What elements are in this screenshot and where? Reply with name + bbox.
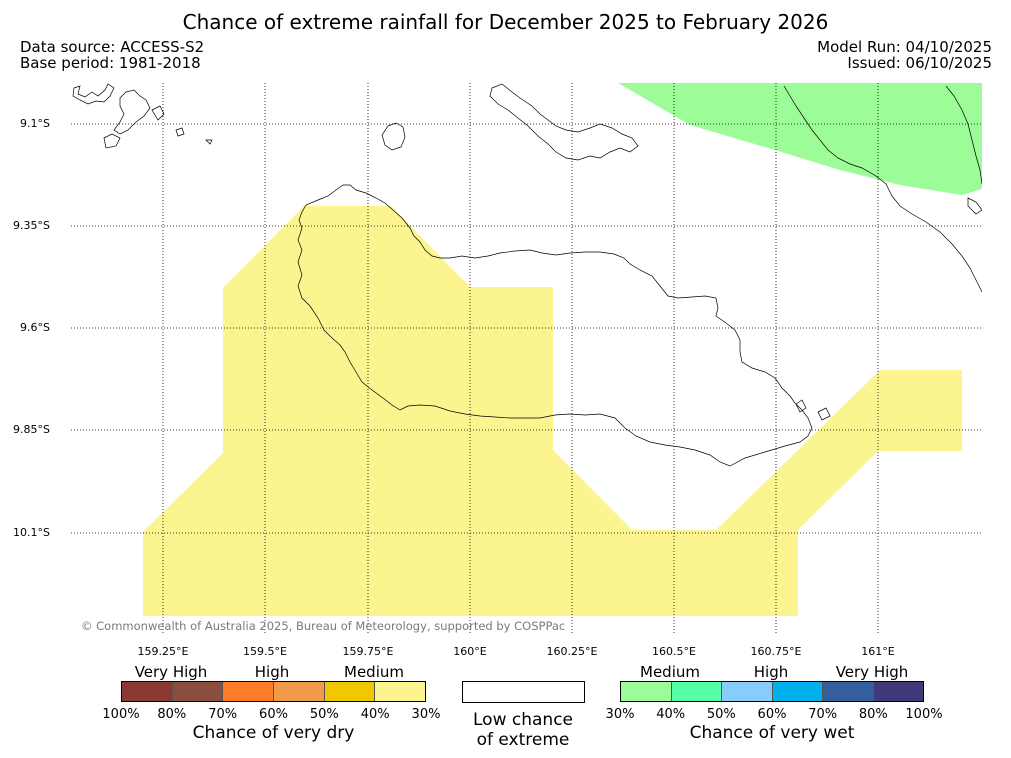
dry-tick-label: 60%: [259, 707, 288, 722]
meta-right: Model Run: 04/10/2025 Issued: 06/10/2025: [817, 39, 992, 71]
malaita-south-islet: [967, 197, 982, 215]
nw-islet-3: [175, 127, 185, 137]
nggela-islands-coastline: [489, 83, 639, 161]
wet-tick-label: 100%: [905, 707, 943, 722]
low-chance-line1: Low chance: [473, 710, 573, 730]
dry-tick-label: 70%: [208, 707, 238, 722]
wet-tick-label: 60%: [757, 707, 787, 722]
low-chance-caption: Low chance of extreme: [443, 710, 603, 750]
data-source: Data source: ACCESS-S2: [20, 38, 205, 56]
nw-island-coastline: [113, 89, 151, 135]
wet-colorbar: [620, 681, 924, 702]
lat-label: 9.1°S: [20, 117, 50, 130]
dry-tick-label: 50%: [309, 707, 339, 722]
wet-category-very-high: Very High: [835, 663, 909, 681]
lon-label: 159.5°E: [243, 645, 287, 658]
issued-date: Issued: 06/10/2025: [847, 54, 992, 72]
nw-islet-2: [151, 105, 165, 121]
lat-label: 10.1°S: [13, 526, 50, 539]
wet-swatch: [823, 682, 874, 701]
dry-swatch: [324, 682, 376, 701]
lat-label: 9.35°S: [13, 219, 50, 232]
wet-category-medium: Medium: [640, 663, 700, 681]
lat-label: 9.6°S: [20, 321, 50, 334]
wet-category-high: High: [753, 663, 789, 681]
lon-label: 160.75°E: [750, 645, 802, 658]
model-run: Model Run: 04/10/2025: [817, 38, 992, 56]
wet-swatch: [722, 682, 773, 701]
guadalcanal-coastline: [297, 184, 813, 467]
lon-label: 160.25°E: [546, 645, 598, 658]
dry-caption: Chance of very dry: [192, 723, 355, 743]
dry-category-very-high: Very High: [134, 663, 208, 681]
nw-islet-1: [103, 133, 121, 149]
malaita-east-coastline: [945, 85, 982, 185]
wet-swatch: [873, 682, 923, 701]
savo-island-coastline: [381, 122, 406, 151]
russell-islands-coastline: [72, 83, 115, 105]
dry-tick-label: 40%: [360, 707, 390, 722]
wet-swatch: [772, 682, 823, 701]
base-period: Base period: 1981-2018: [20, 54, 201, 72]
dry-tick-label: 30%: [411, 707, 441, 722]
wet-tick-label: 80%: [858, 707, 888, 722]
chart-title: Chance of extreme rainfall for December …: [182, 10, 829, 34]
wet-tick-label: 40%: [656, 707, 686, 722]
lat-label: 9.85°S: [13, 423, 50, 436]
low-chance-line2: of extreme: [476, 730, 570, 750]
dry-swatch: [274, 682, 325, 701]
dry-category-medium: Medium: [344, 663, 404, 681]
wet-caption: Chance of very wet: [689, 723, 855, 743]
dry-tick-label: 100%: [102, 707, 140, 722]
wet-tick-label: 70%: [808, 707, 838, 722]
dry-category-high: High: [254, 663, 290, 681]
lon-label: 159.25°E: [137, 645, 189, 658]
lon-label: 160°E: [453, 645, 487, 658]
lon-label: 159.75°E: [342, 645, 394, 658]
lon-label: 160.5°E: [652, 645, 696, 658]
malaita-coastline: [783, 85, 982, 293]
wet-swatch: [621, 682, 672, 701]
low-chance-swatch: [462, 681, 585, 703]
wet-swatch: [671, 682, 722, 701]
dry-tick-label: 80%: [157, 707, 187, 722]
dry-swatch: [122, 682, 173, 701]
lon-label: 161°E: [861, 645, 895, 658]
dry-swatch: [375, 682, 426, 701]
nw-islet-4: [205, 139, 213, 145]
medium-wet-region: [618, 83, 982, 195]
dry-swatch: [223, 682, 275, 701]
meta-left: Data source: ACCESS-S2 Base period: 1981…: [20, 39, 204, 71]
gridlines: [71, 83, 982, 633]
dry-swatch: [172, 682, 224, 701]
marau-islets: [795, 399, 831, 421]
medium-dry-region: [143, 206, 962, 616]
wet-tick-label: 30%: [605, 707, 635, 722]
copyright-notice: © Commonwealth of Australia 2025, Bureau…: [81, 619, 566, 633]
wet-tick-label: 50%: [706, 707, 736, 722]
dry-colorbar: [121, 681, 426, 702]
